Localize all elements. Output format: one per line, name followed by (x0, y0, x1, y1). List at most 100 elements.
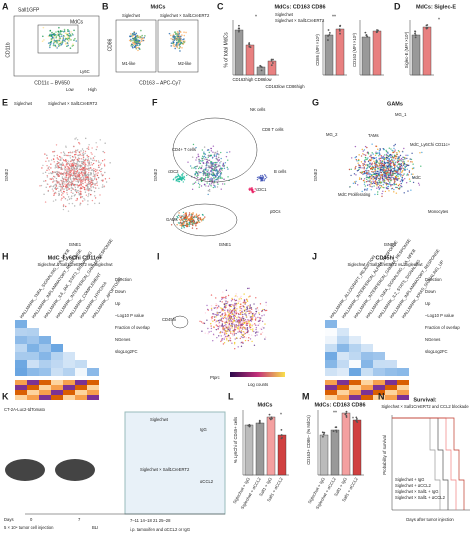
cell-dot (406, 168, 408, 171)
cell-dot (251, 189, 254, 191)
cell-dot (379, 184, 381, 186)
cell-dot (403, 147, 405, 150)
cell-dot (56, 42, 58, 44)
cell-dot (89, 174, 91, 176)
cell-dot (57, 40, 60, 43)
cell-dot (201, 149, 204, 151)
cell-dot (228, 316, 231, 319)
cell-dot (92, 171, 95, 173)
cell-dot (240, 331, 242, 333)
cell-dot (76, 184, 78, 187)
cell-dot (84, 159, 86, 162)
cell-dot (397, 160, 400, 162)
cell-dot (189, 221, 191, 224)
cell-dot (70, 162, 72, 165)
cell-dot (184, 217, 186, 219)
outline (171, 315, 189, 329)
heat-cell (27, 368, 39, 376)
cell-dot (255, 327, 258, 329)
cell-dot (393, 182, 395, 185)
cell-dot (219, 300, 221, 303)
cell-dot (170, 224, 173, 226)
cell-dot (263, 179, 265, 182)
cell-dot (407, 154, 409, 157)
cell-dot (399, 165, 402, 168)
cell-dot (240, 325, 242, 327)
dot (414, 32, 416, 35)
annot-cell (63, 380, 75, 385)
heat-cell (397, 368, 409, 376)
cell-dot (207, 162, 210, 164)
heat-cell (15, 328, 27, 336)
cell-dot (363, 153, 365, 156)
cell-dot (398, 177, 400, 180)
cell-dot (207, 166, 209, 169)
category: CD163low CD86high (265, 84, 305, 89)
cell-dot (223, 306, 226, 308)
legend: Siglechwt × Sall1 + αCCL2 (395, 495, 446, 500)
cell-dot (226, 166, 228, 169)
cell-dot (367, 173, 369, 176)
cell-dot (201, 218, 203, 221)
cell-dot (168, 32, 171, 35)
legend: Fraction of overlap (425, 325, 460, 330)
cell-dot (196, 172, 199, 175)
cell-dot (215, 304, 217, 307)
cell-dot (142, 37, 145, 39)
cell-dot (363, 179, 365, 182)
cell-dot (208, 175, 210, 178)
cell-dot (360, 155, 363, 157)
cell-dot (84, 162, 86, 164)
cell-dot (54, 171, 56, 173)
cell-dot (246, 305, 249, 307)
cell-dot (181, 219, 183, 221)
heat-cell (51, 352, 63, 360)
heat-cell (15, 352, 27, 360)
axis-label: tSNE2 (313, 168, 318, 181)
cell-dot (377, 186, 380, 188)
heat-cell (63, 352, 75, 360)
title: MdCs: Siglec-E (416, 4, 456, 10)
cell-dot (371, 175, 373, 177)
cell-dot (228, 323, 231, 326)
cell-dot (177, 32, 180, 34)
cell-dot (248, 308, 250, 310)
annot-cell (15, 390, 27, 395)
cell-dot (394, 166, 396, 168)
cell-dot (65, 181, 68, 183)
cell-dot (102, 174, 104, 176)
cell-dot (54, 176, 56, 178)
cell-dot (187, 161, 189, 163)
cell-dot (178, 218, 181, 221)
legend: slogLog2FC (425, 349, 448, 354)
cell-dot (210, 305, 213, 307)
category: CD163high CD86low (232, 77, 272, 82)
cell-dot (237, 302, 240, 304)
cell-dot (66, 159, 68, 162)
cell-dot (364, 185, 367, 187)
color-scale (230, 372, 285, 377)
cell-dot (217, 156, 220, 159)
cell-dot (233, 298, 236, 301)
cell-dot (362, 173, 365, 175)
cell-dot (182, 223, 184, 226)
heat-cell (373, 360, 385, 368)
cell-dot (195, 224, 197, 226)
cell-dot (218, 159, 220, 161)
cell-dot (393, 159, 395, 161)
cell-dot (258, 312, 260, 314)
cell-dot (63, 178, 65, 180)
cell-dot (82, 171, 85, 174)
axis-label: Probability of survival (382, 435, 387, 475)
cell-dot (88, 180, 90, 183)
annot-cell (337, 380, 349, 385)
cell-dot (70, 31, 72, 33)
cell-dot (212, 162, 215, 164)
cell-dot (385, 161, 388, 164)
cell-dot (224, 299, 226, 302)
cell-dot (63, 171, 65, 173)
cell-dot (401, 179, 403, 181)
cell-dot (241, 331, 243, 333)
cell-dot (211, 167, 213, 170)
cell-dot (57, 158, 60, 160)
